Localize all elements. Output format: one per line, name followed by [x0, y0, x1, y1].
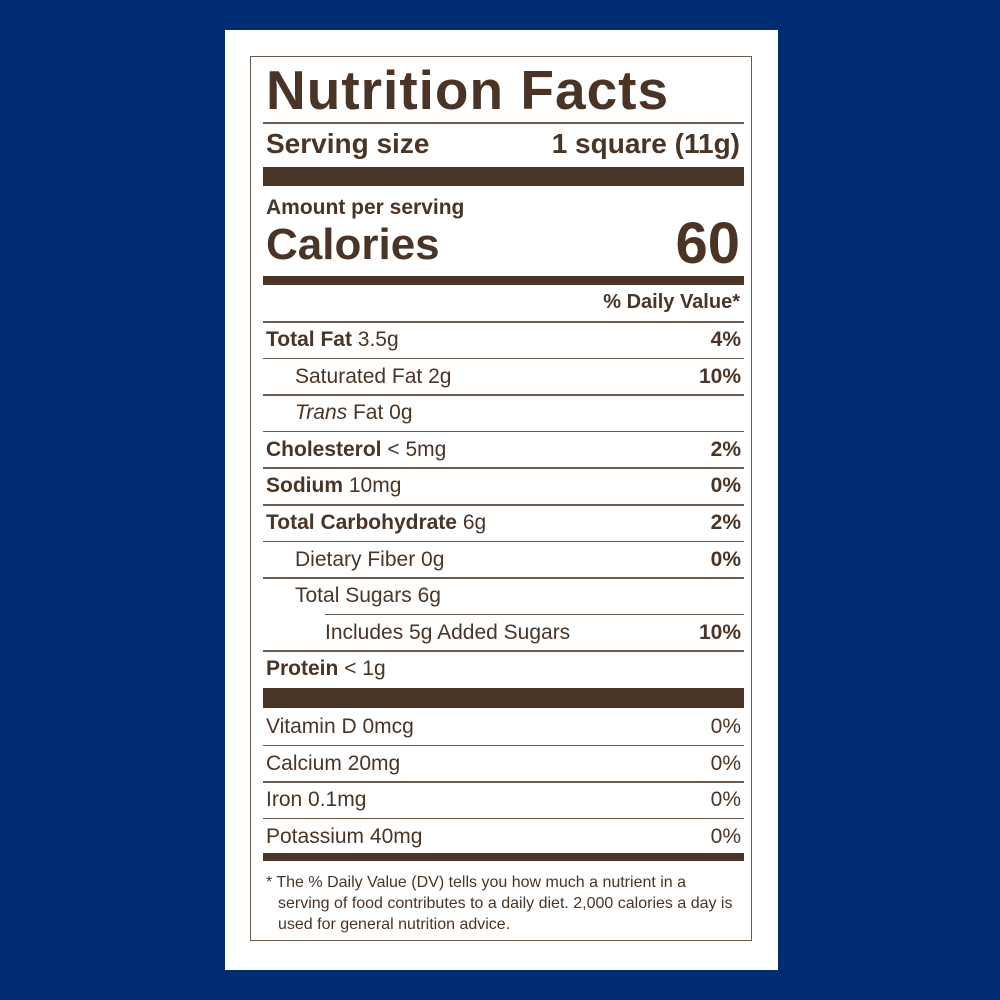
vitamin-amount: 0mcg — [362, 715, 414, 738]
nutrient-label: Total Sugars — [295, 584, 412, 608]
row-divider — [263, 781, 744, 783]
nutrient-row: Dietary Fiber 0g 0% — [263, 542, 744, 578]
vitamin-label: Iron — [266, 788, 303, 811]
vitamin-row: Iron 0.1mg 0% — [263, 782, 744, 818]
nutrient-amount: < 5mg — [387, 437, 447, 461]
nutrient-name: Saturated Fat 2g — [263, 365, 451, 389]
daily-value-percent: 2% — [710, 437, 741, 461]
nutrient-name: Dietary Fiber 0g — [263, 548, 444, 572]
calories-label: Calories — [266, 220, 440, 269]
nutrient-name: Sodium 10mg — [263, 474, 401, 498]
daily-value-percent: 10% — [698, 620, 741, 644]
nutrient-label: Dietary Fiber — [295, 547, 416, 571]
daily-value-percent: 0% — [710, 824, 741, 848]
nutrient-row: Saturated Fat 2g 10% — [263, 359, 744, 395]
nutrient-row: Total Sugars 6g — [263, 578, 744, 614]
daily-value-percent: 0% — [710, 751, 741, 775]
vitamin-row: Vitamin D 0mcg 0% — [263, 709, 744, 745]
nutrient-amount: 3.5g — [357, 328, 399, 351]
row-divider — [263, 744, 744, 746]
nutrient-row: Cholesterol < 5mg 2% — [263, 432, 744, 468]
row-divider — [263, 817, 744, 819]
daily-value-percent: 0% — [710, 474, 741, 498]
divider — [263, 122, 744, 124]
nutrient-label: Trans — [295, 401, 348, 425]
calories-value: 60 — [675, 211, 740, 276]
vitamin-amount: 20mg — [347, 751, 401, 775]
nutrient-amount: 0g — [421, 547, 445, 571]
nutrient-name: Trans Fat 0g — [263, 401, 413, 425]
daily-value-percent: 10% — [698, 364, 741, 388]
daily-value-header: % Daily Value* — [603, 291, 740, 313]
thick-divider — [263, 688, 744, 708]
vitamin-name: Calcium 20mg — [263, 752, 400, 776]
nutrient-amount: 2g — [428, 364, 452, 388]
nutrient-label-suffix: Fat — [352, 401, 384, 425]
daily-value-percent: 2% — [710, 511, 741, 534]
vitamin-row: Potassium 40mg 0% — [263, 819, 744, 855]
nutrition-label-border — [250, 56, 752, 941]
daily-value-percent: 4% — [710, 328, 741, 351]
row-divider — [263, 357, 744, 360]
medium-divider — [263, 853, 744, 861]
nutrient-row: Protein < 1g — [263, 651, 744, 687]
nutrient-amount: 0g — [389, 401, 413, 425]
row-divider — [263, 577, 744, 579]
nutrient-amount: 6g — [462, 511, 487, 534]
nutrient-name: Includes 5g Added Sugars — [263, 621, 570, 645]
row-divider — [263, 467, 744, 469]
nutrient-label: Total Fat — [266, 328, 352, 351]
nutrient-name: Total Fat 3.5g — [263, 328, 399, 352]
nutrient-name: Total Sugars 6g — [263, 584, 441, 608]
nutrient-name: Protein < 1g — [263, 657, 386, 681]
medium-divider — [263, 276, 744, 285]
row-divider — [263, 321, 744, 323]
nutrient-amount: 10mg — [348, 474, 402, 498]
nutrient-label: Total Carbohydrate — [266, 511, 457, 534]
vitamin-name: Potassium 40mg — [263, 825, 422, 849]
vitamin-row: Calcium 20mg 0% — [263, 746, 744, 782]
row-divider — [263, 394, 744, 396]
vitamin-label: Potassium — [266, 824, 365, 848]
nutrient-label: Protein — [266, 657, 339, 681]
nutrient-amount: < 1g — [344, 657, 386, 681]
footnote-line: serving of food contributes to a daily d… — [278, 895, 733, 933]
nutrient-label: Saturated Fat — [295, 364, 423, 388]
footnote-line: * The % Daily Value (DV) tells you how m… — [266, 874, 687, 891]
nutrient-label: Includes 5g Added Sugars — [325, 620, 571, 644]
daily-value-percent: 0% — [710, 547, 741, 571]
nutrient-row: Total Fat 3.5g 4% — [263, 322, 744, 358]
nutrient-amount: 6g — [417, 584, 441, 608]
vitamin-label: Vitamin D — [266, 715, 357, 738]
row-divider — [263, 650, 744, 652]
nutrient-label: Cholesterol — [266, 437, 382, 461]
vitamin-amount: 40mg — [369, 824, 423, 848]
row-divider — [263, 430, 744, 433]
nutrient-row: Sodium 10mg 0% — [263, 468, 744, 504]
thick-divider — [263, 167, 744, 186]
label-title: Nutrition Facts — [266, 59, 670, 121]
vitamin-label: Calcium — [266, 751, 342, 775]
row-divider — [263, 504, 744, 506]
vitamin-name: Vitamin D 0mcg — [263, 715, 414, 739]
nutrient-row: Includes 5g Added Sugars 10% — [263, 615, 744, 651]
label-card — [225, 30, 778, 970]
nutrient-row: Trans Fat 0g — [263, 395, 744, 431]
daily-value-percent: 0% — [710, 788, 741, 811]
nutrient-row: Total Carbohydrate 6g 2% — [263, 505, 744, 541]
vitamin-amount: 0.1mg — [308, 788, 367, 811]
serving-size-value: 1 square (11g) — [551, 128, 740, 159]
nutrient-name: Cholesterol < 5mg — [263, 438, 446, 462]
daily-value-percent: 0% — [710, 715, 741, 738]
footnote: * The % Daily Value (DV) tells you how m… — [266, 872, 746, 935]
nutrient-label: Sodium — [266, 474, 343, 498]
nutrient-name: Total Carbohydrate 6g — [263, 511, 486, 535]
vitamin-name: Iron 0.1mg — [263, 788, 366, 812]
amount-per-serving: Amount per serving — [266, 196, 465, 219]
row-divider — [263, 540, 744, 543]
serving-size-label: Serving size — [266, 128, 430, 159]
row-divider — [325, 613, 744, 616]
